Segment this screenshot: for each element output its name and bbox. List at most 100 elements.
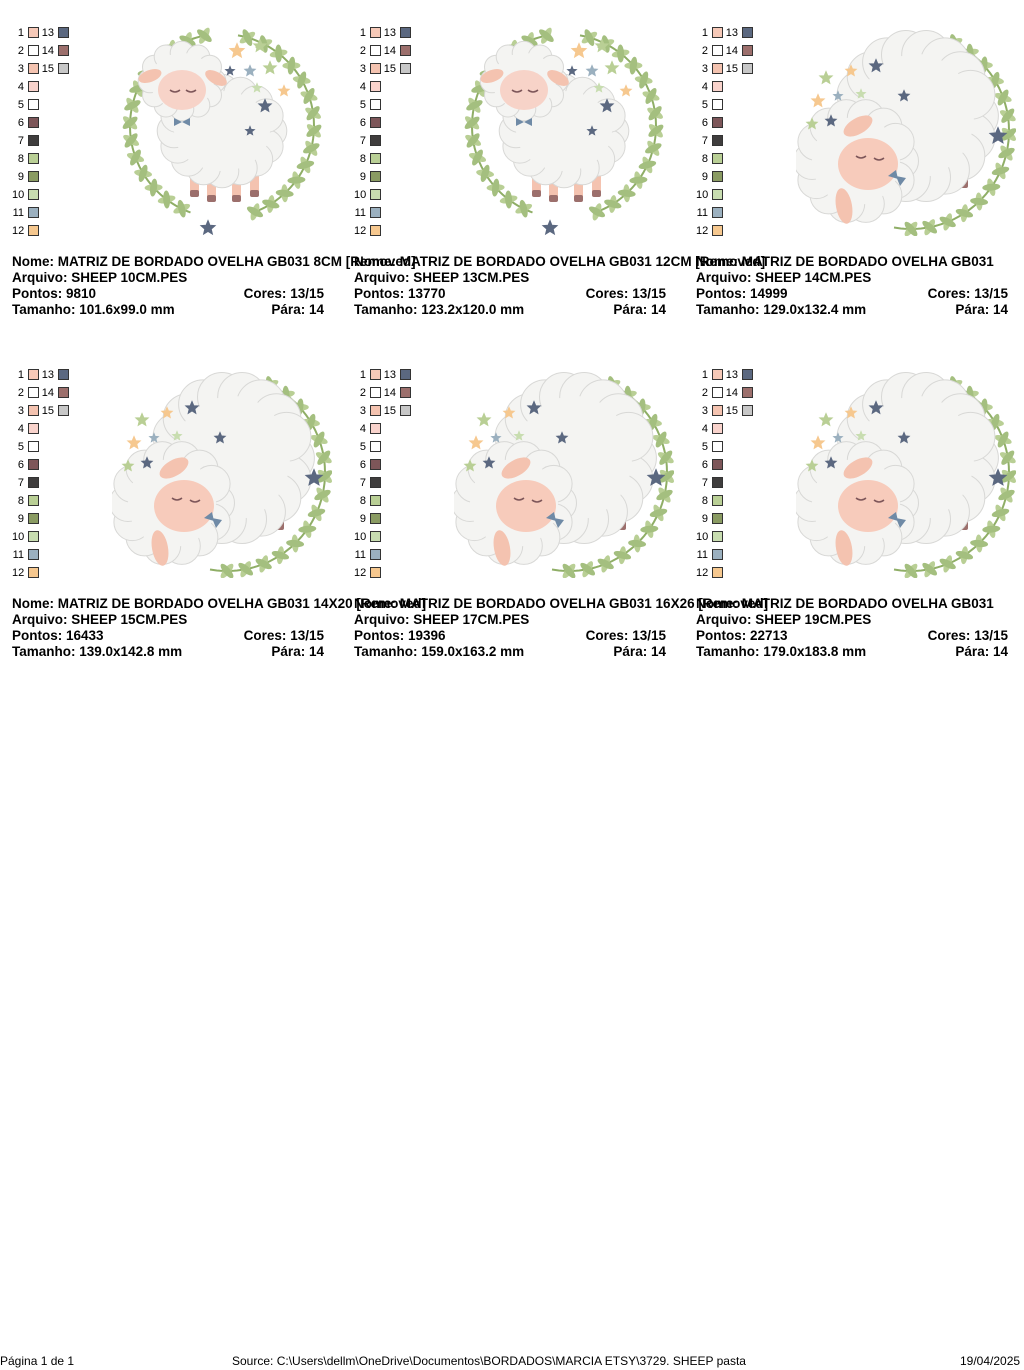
color-number: 13 (725, 369, 738, 381)
star-icon (304, 468, 324, 486)
color-swatch (400, 405, 411, 416)
color-number: 10 (354, 531, 367, 543)
color-number: 2 (701, 45, 708, 57)
palette-row: 12 (354, 222, 424, 240)
size-line: Tamanho: 159.0x163.2 mm Pára: 14 (354, 644, 774, 660)
file-line: Arquivo: SHEEP 10CM.PES (12, 270, 432, 286)
leaf-icon (539, 29, 554, 42)
stitches-line: Pontos: 22713 Cores: 13/15 (696, 628, 1024, 644)
leaf-icon (604, 199, 622, 209)
leaf-icon (613, 550, 632, 560)
palette-row: 5 (354, 438, 424, 456)
color-number: 6 (17, 459, 24, 471)
color-number: 1 (701, 27, 708, 39)
palette-row: 5 (12, 438, 82, 456)
stops-label: Pára: (613, 644, 648, 659)
color-number: 9 (701, 513, 708, 525)
color-swatch (58, 45, 69, 56)
design-info: Nome: MATRIZ DE BORDADO OVELHA GB031 8CM… (12, 254, 432, 318)
color-number: 9 (17, 171, 24, 183)
file-label: Arquivo: (12, 270, 68, 285)
color-number: 5 (17, 441, 24, 453)
color-number: 9 (359, 513, 366, 525)
color-swatch (712, 423, 723, 434)
leaf-icon (659, 450, 673, 465)
star-icon (824, 114, 838, 127)
colors-field: Cores: 13/15 (238, 628, 324, 644)
palette-row: 5 (696, 96, 766, 114)
design-size: 123.2x120.0 mm (421, 302, 525, 317)
bow-tie-icon (888, 512, 906, 528)
leaf-icon (306, 106, 320, 121)
star-icon (252, 38, 268, 53)
color-swatch (370, 45, 381, 56)
leaf-icon (617, 44, 625, 63)
color-swatch (28, 207, 39, 218)
design-name: MATRIZ DE BORDADO OVELHA GB031 14X20 [Re… (57, 596, 427, 611)
color-swatch (28, 405, 39, 416)
color-swatch (712, 387, 723, 398)
color-swatch (370, 567, 381, 578)
color-number: 8 (701, 153, 708, 165)
color-number: 8 (359, 153, 366, 165)
closed-eyes (855, 155, 885, 161)
embroidery-preview (112, 372, 332, 578)
color-swatch (28, 45, 39, 56)
leaf-icon (197, 29, 212, 42)
leaf-icon (307, 508, 326, 518)
leaf-icon (648, 106, 662, 121)
design-card: 1 13 2 14 3 15 4 5 6 7 8 9 10 11 12 (354, 0, 765, 320)
star-icon (199, 219, 217, 236)
source-path: Source: C:\Users\dellm\OneDrive\Document… (232, 1354, 746, 1368)
color-number: 14 (383, 387, 396, 399)
sheep-face (838, 480, 898, 532)
star-icon (555, 431, 569, 444)
leaf-icon (163, 190, 171, 209)
leaf-icon (124, 133, 138, 148)
leaf-icon (138, 164, 148, 182)
color-swatch (28, 189, 39, 200)
leaf-icon (904, 563, 918, 578)
file-line: Arquivo: SHEEP 13CM.PES (354, 270, 774, 286)
leaf-icon (655, 431, 667, 448)
ear (501, 457, 531, 479)
color-swatch (712, 117, 723, 128)
star-icon (844, 64, 858, 77)
hoof (190, 190, 199, 197)
name-label: Nome: (12, 596, 55, 611)
color-swatch (712, 27, 723, 38)
palette-row: 2 14 (12, 384, 82, 402)
color-number: 3 (359, 405, 366, 417)
leaf-icon (255, 558, 272, 570)
closed-eyes (855, 497, 885, 503)
star-icon (855, 88, 867, 99)
name-line: Nome: MATRIZ DE BORDADO OVELHA GB031 (696, 254, 1024, 270)
design-name: MATRIZ DE BORDADO OVELHA GB031 12CM [Rem… (399, 254, 766, 269)
file-line: Arquivo: SHEEP 15CM.PES (12, 612, 432, 628)
palette-row: 3 15 (354, 60, 424, 78)
color-swatch (370, 549, 381, 560)
color-swatch (712, 477, 723, 488)
stop-count: 14 (650, 302, 666, 317)
leaf-icon (464, 116, 480, 129)
star-icon (586, 125, 598, 136)
color-swatch (742, 45, 753, 56)
color-number: 11 (12, 549, 24, 561)
color-number: 6 (701, 117, 708, 129)
palette-row: 6 (696, 456, 766, 474)
name-line: Nome: MATRIZ DE BORDADO OVELHA GB031 16X… (354, 596, 774, 612)
palette-row: 9 (354, 168, 424, 186)
color-swatch (28, 423, 39, 434)
color-swatch (28, 495, 39, 506)
color-swatch (742, 387, 753, 398)
color-swatch (370, 477, 381, 488)
leaf-icon (1001, 108, 1015, 123)
color-swatch (400, 27, 411, 38)
leaf-icon (505, 190, 513, 209)
sheep-face (500, 70, 548, 110)
color-swatch (28, 549, 39, 560)
color-number: 15 (41, 405, 54, 417)
color-number: 13 (41, 27, 54, 39)
color-number: 7 (701, 135, 708, 147)
ear (205, 70, 227, 86)
